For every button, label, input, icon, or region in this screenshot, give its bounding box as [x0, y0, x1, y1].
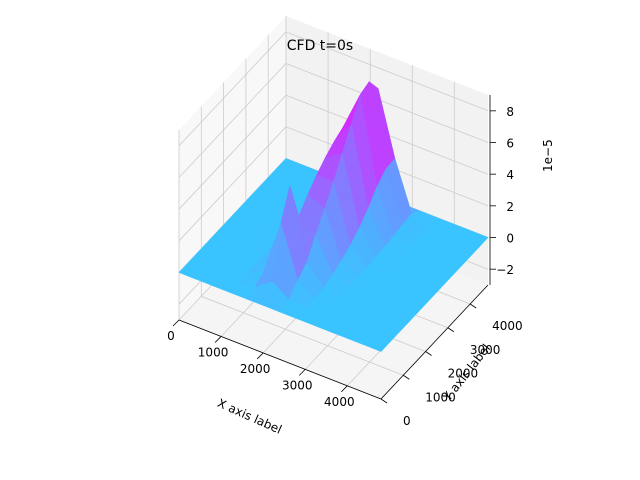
grid-line-z [178, 31, 489, 147]
z-tick-label: 0 [506, 232, 514, 246]
y-tick-mark [380, 398, 388, 404]
x-tick-label: 0 [167, 329, 175, 343]
x-tick-mark [172, 319, 180, 327]
x-tick-mark [341, 385, 348, 393]
grid-line-z [178, 94, 489, 210]
grid-line-y [200, 106, 404, 376]
y-tick-label: 4000 [492, 319, 523, 333]
y-tick-mark [469, 303, 477, 309]
z-tick-label: 8 [506, 105, 514, 119]
z-tick-label: 6 [506, 137, 514, 151]
z-tick-label: 2 [506, 200, 514, 214]
z-tick-label: −2 [496, 263, 514, 277]
axis-ticks: 0 1000 2000 3000 4000 0 1000 2000 3000 4000 −2 0 2 4 6… [167, 105, 523, 428]
y-tick-label: 0 [403, 414, 411, 428]
x-tick-mark [214, 336, 222, 343]
x-tick-mark [298, 369, 306, 376]
y-tick-mark [425, 351, 432, 356]
grid-line-z [178, 63, 489, 178]
surface-plot [178, 81, 489, 352]
y-tick-label: 2000 [448, 367, 479, 381]
x-tick-mark [256, 352, 264, 360]
x-tick-label: 1000 [198, 345, 229, 359]
grid-line-z [178, 126, 489, 242]
x-tick-label: 2000 [240, 362, 271, 376]
x-axis-label: X axis label [215, 396, 284, 437]
y-tick-mark [403, 374, 410, 380]
x-tick-label: 4000 [324, 395, 355, 409]
z-tick-label: 4 [506, 168, 514, 182]
z-offset-label: 1e−5 [541, 139, 555, 172]
surface-patch [363, 335, 391, 352]
y-tick-label: 3000 [470, 343, 501, 357]
chart-title: CFD t=0s [287, 38, 353, 54]
y-tick-label: 1000 [425, 390, 456, 404]
x-tick-label: 3000 [282, 378, 313, 392]
y-tick-mark [447, 327, 455, 333]
